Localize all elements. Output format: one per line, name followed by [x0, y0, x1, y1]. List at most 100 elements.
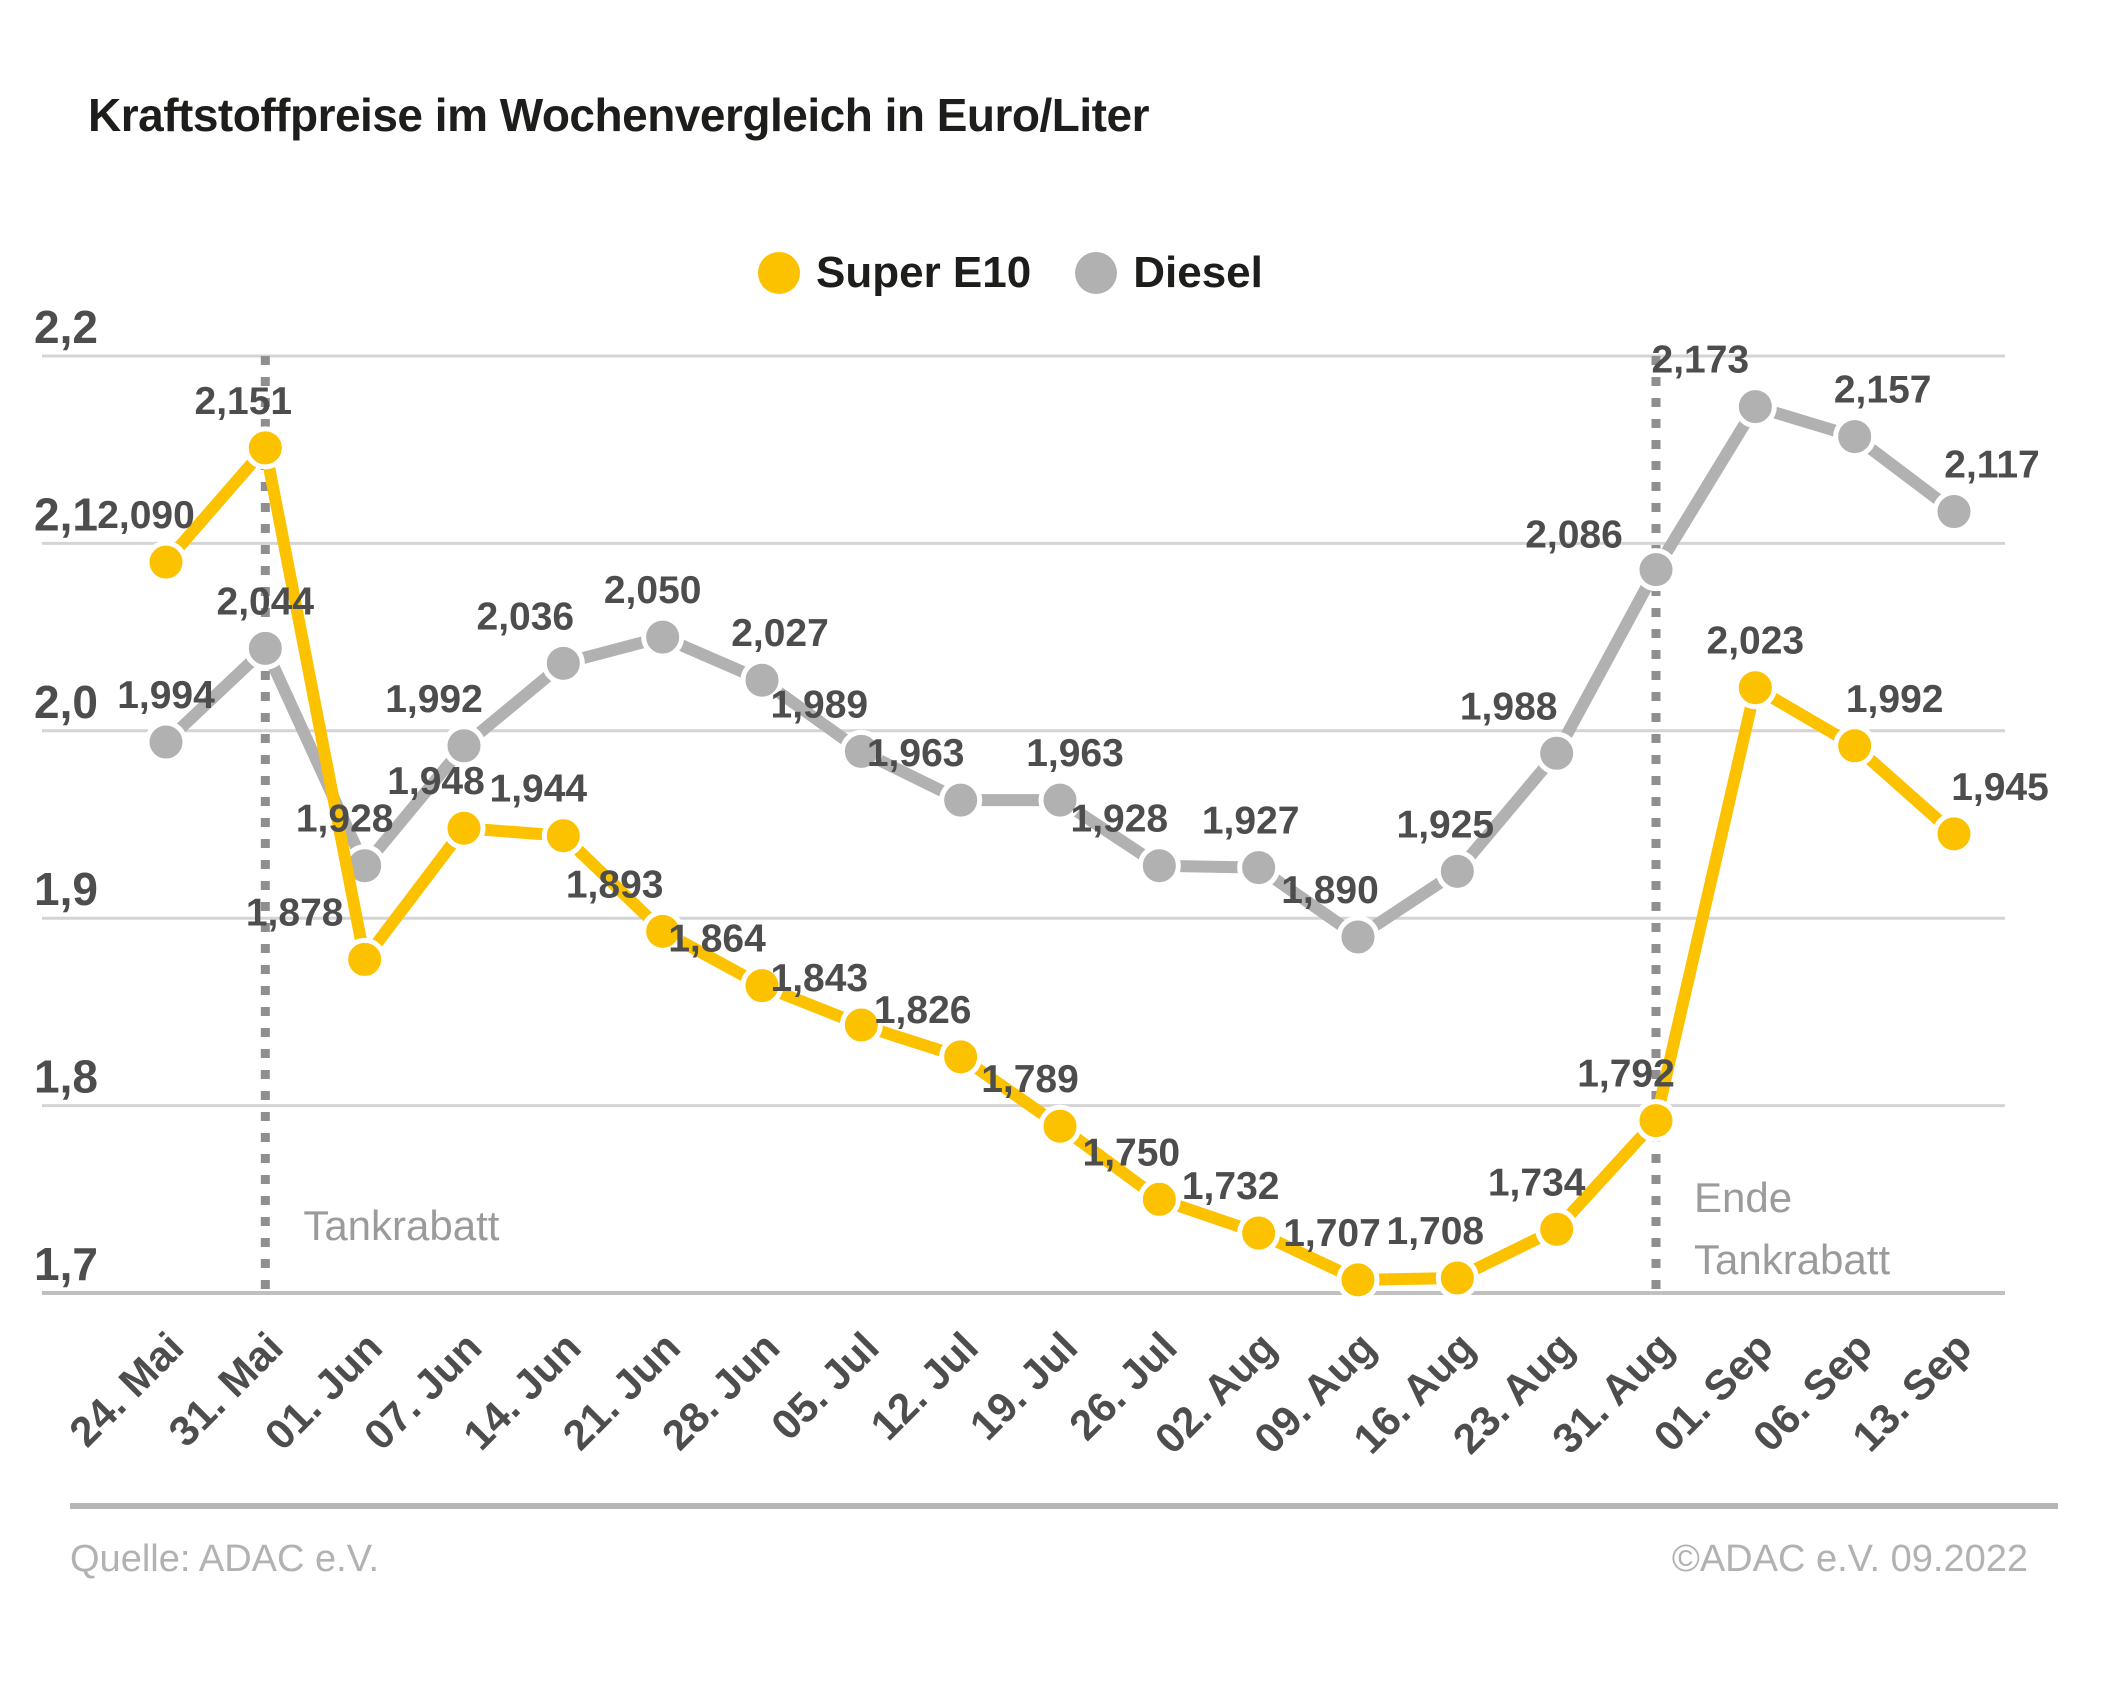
value-label-diesel: 1,890 — [1281, 869, 1379, 912]
value-label-diesel: 2,050 — [604, 569, 702, 612]
data-point-super-e10 — [343, 937, 387, 981]
data-point-super-e10 — [839, 1003, 883, 1047]
value-label-diesel: 1,928 — [1071, 798, 1169, 841]
data-point-diesel — [1733, 385, 1777, 429]
value-label-diesel: 1,989 — [771, 683, 869, 726]
value-label-diesel: 1,928 — [296, 798, 394, 841]
value-label-super-e10: 1,732 — [1182, 1165, 1280, 1208]
data-point-super-e10 — [1237, 1211, 1281, 1255]
data-point-diesel — [1237, 846, 1281, 890]
value-label-super-e10: 1,843 — [771, 957, 869, 1000]
data-point-diesel — [1634, 548, 1678, 592]
value-label-diesel: 1,994 — [117, 674, 215, 717]
value-label-diesel: 1,992 — [385, 678, 483, 721]
data-point-diesel — [1336, 915, 1380, 959]
super-e10-dot-icon — [758, 252, 800, 294]
value-label-super-e10: 1,826 — [874, 989, 972, 1032]
series-line-super-e10 — [160, 441, 1960, 1286]
data-point-diesel — [740, 658, 784, 702]
y-axis-tick-label: 1,8 — [34, 1051, 98, 1103]
data-point-super-e10 — [243, 426, 287, 470]
annotation-label: Tankrabatt — [303, 1202, 499, 1249]
legend-item-super-e10: Super E10 — [758, 248, 1031, 298]
data-point-diesel — [839, 729, 883, 773]
value-label-super-e10: 1,789 — [981, 1058, 1079, 1101]
value-label-diesel: 2,027 — [731, 612, 829, 655]
data-point-super-e10 — [1336, 1258, 1380, 1302]
legend-label-diesel: Diesel — [1133, 248, 1263, 297]
series-line-diesel — [160, 400, 1960, 943]
value-label-super-e10: 1,707 — [1283, 1212, 1381, 1255]
value-label-diesel: 1,963 — [1026, 732, 1124, 775]
y-axis-tick-label: 2,1 — [34, 488, 98, 540]
data-point-super-e10 — [1932, 812, 1976, 856]
data-point-diesel — [1038, 778, 1082, 822]
value-label-diesel: 1,925 — [1397, 803, 1495, 846]
y-axis-tick-label: 2,0 — [34, 676, 98, 728]
value-label-super-e10: 1,944 — [490, 768, 588, 811]
data-point-diesel — [541, 641, 585, 685]
value-label-super-e10: 2,090 — [97, 494, 195, 537]
data-point-diesel — [1137, 844, 1181, 888]
value-label-super-e10: 1,945 — [1951, 766, 2049, 809]
data-point-diesel — [442, 724, 486, 768]
legend-item-diesel: Diesel — [1075, 248, 1263, 298]
value-label-diesel: 2,044 — [217, 580, 315, 623]
annotation-label: Tankrabatt — [1694, 1236, 1890, 1283]
x-axis-tick-label: 12. Jul — [861, 1323, 987, 1449]
value-label-super-e10: 2,151 — [195, 380, 293, 423]
value-label-diesel: 2,117 — [1944, 444, 2039, 487]
data-point-super-e10 — [641, 909, 685, 953]
annotation-label: Ende — [1694, 1174, 1792, 1221]
footer-divider — [70, 1503, 2058, 1509]
source-text: Quelle: ADAC e.V. — [70, 1538, 380, 1580]
value-label-diesel: 1,927 — [1202, 800, 1300, 843]
data-point-diesel — [243, 626, 287, 670]
value-label-super-e10: 1,878 — [246, 891, 344, 934]
data-point-super-e10 — [442, 806, 486, 850]
diesel-dot-icon — [1075, 252, 1118, 294]
data-point-super-e10 — [1634, 1099, 1678, 1143]
value-label-super-e10: 1,792 — [1577, 1053, 1675, 1096]
legend: Super E10 Diesel — [758, 248, 1263, 298]
value-label-diesel: 1,988 — [1460, 685, 1558, 728]
value-label-diesel: 1,963 — [867, 732, 965, 775]
value-label-diesel: 2,157 — [1834, 369, 1932, 412]
data-point-super-e10 — [1833, 724, 1877, 768]
data-point-super-e10 — [1435, 1256, 1479, 1300]
data-point-diesel — [144, 720, 188, 764]
data-point-super-e10 — [1137, 1177, 1181, 1221]
x-axis-tick-label: 19. Jul — [961, 1323, 1087, 1449]
data-point-super-e10 — [1038, 1104, 1082, 1148]
data-point-diesel — [1435, 849, 1479, 893]
value-label-super-e10: 1,734 — [1488, 1161, 1586, 1204]
value-label-diesel: 2,173 — [1652, 339, 1750, 382]
data-point-diesel — [1535, 731, 1579, 775]
x-axis-tick-label: 05. Jul — [762, 1323, 888, 1449]
data-point-diesel — [939, 778, 983, 822]
data-point-super-e10 — [541, 814, 585, 858]
data-point-diesel — [641, 615, 685, 659]
value-label-super-e10: 2,023 — [1707, 620, 1805, 663]
value-label-super-e10: 1,893 — [566, 863, 664, 906]
y-axis-tick-label: 2,2 — [34, 301, 98, 353]
value-label-diesel: 2,086 — [1525, 514, 1623, 557]
chart-title: Kraftstoffpreise im Wochenvergleich in E… — [88, 89, 1149, 141]
value-label-super-e10: 1,992 — [1846, 678, 1944, 721]
data-point-diesel — [1932, 490, 1976, 534]
data-point-super-e10 — [939, 1035, 983, 1079]
data-point-super-e10 — [1733, 666, 1777, 710]
value-label-super-e10: 1,750 — [1083, 1131, 1181, 1174]
y-axis-tick-label: 1,9 — [34, 863, 98, 915]
data-point-diesel — [1833, 415, 1877, 459]
y-axis-tick-label: 1,7 — [34, 1238, 98, 1290]
value-label-super-e10: 1,948 — [387, 760, 485, 803]
data-point-super-e10 — [144, 540, 188, 584]
data-point-super-e10 — [1535, 1207, 1579, 1251]
legend-label-super-e10: Super E10 — [816, 248, 1032, 297]
value-label-super-e10: 1,864 — [668, 918, 766, 961]
value-label-super-e10: 1,708 — [1387, 1210, 1485, 1253]
value-label-diesel: 2,036 — [477, 595, 575, 638]
